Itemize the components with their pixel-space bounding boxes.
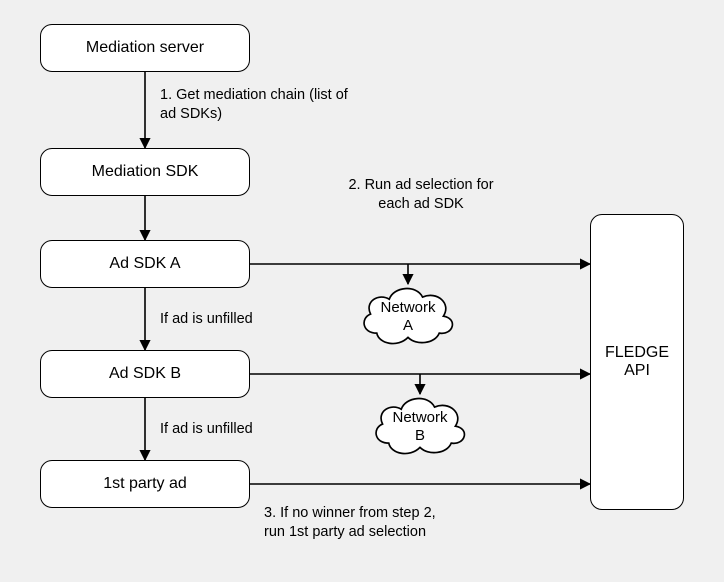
node-label: Ad SDK B (109, 365, 181, 383)
label-step3: 3. If no winner from step 2, run 1st par… (264, 504, 444, 542)
node-label: Mediation SDK (92, 163, 199, 181)
label-step1: 1. Get mediation chain (list of ad SDKs) (160, 86, 350, 124)
node-fledge-api: FLEDGE API (590, 214, 684, 510)
diagram-canvas: Network A Network B Mediation server Med… (0, 0, 724, 582)
node-mediation-sdk: Mediation SDK (40, 148, 250, 196)
cloud-network-b: Network B (368, 388, 472, 458)
node-label: 1st party ad (103, 475, 187, 493)
cloud-network-a-label: Network A (380, 299, 435, 335)
node-label: Ad SDK A (109, 255, 180, 273)
label-unfilled-2: If ad is unfilled (160, 420, 310, 439)
node-ad-sdk-b: Ad SDK B (40, 350, 250, 398)
node-first-party-ad: 1st party ad (40, 460, 250, 508)
node-mediation-server: Mediation server (40, 24, 250, 72)
cloud-network-b-label: Network B (392, 409, 447, 445)
node-label: FLEDGE API (605, 344, 669, 380)
label-step2: 2. Run ad selection for each ad SDK (336, 176, 506, 214)
cloud-network-a: Network A (356, 278, 460, 348)
node-label: Mediation server (86, 39, 204, 57)
label-unfilled-1: If ad is unfilled (160, 310, 310, 329)
node-ad-sdk-a: Ad SDK A (40, 240, 250, 288)
